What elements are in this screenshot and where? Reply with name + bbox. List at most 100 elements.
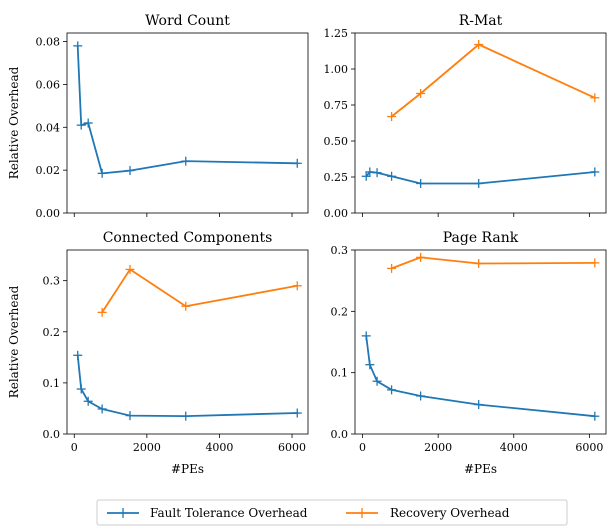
y-tick-label: 0.2: [43, 326, 61, 339]
subplot-page-rank: Page Rank 0.0 0.1 0.2 0.3 0 2000 4000 6000 #PEs: [331, 230, 607, 476]
series-recovery-overhead: [97, 264, 302, 317]
x-tick-label: 0: [71, 441, 78, 454]
series-line: [76, 45, 298, 175]
series-line: [76, 355, 298, 418]
x-tick-label: 2000: [424, 441, 452, 454]
data-point: [387, 385, 397, 395]
data-point: [474, 40, 484, 50]
subplot-r-mat: R-Mat 0.00 0.25 0.50 0.75 1.00 1.25: [324, 13, 607, 220]
y-tick-label: 0.50: [324, 135, 349, 148]
x-axis-label: #PEs: [464, 462, 497, 476]
y-tick-label: 0.3: [331, 244, 349, 257]
data-point: [181, 301, 191, 311]
axes-frame: [66, 249, 309, 435]
data-point: [590, 258, 600, 268]
series-line: [101, 268, 298, 313]
data-point: [416, 391, 426, 401]
legend: Fault Tolerance Overhead Recovery Overhe…: [96, 499, 568, 526]
y-tick-label: 0.06: [36, 78, 61, 91]
y-tick-label: 0.0: [331, 428, 349, 441]
data-point: [97, 168, 107, 178]
y-axis-label: Relative Overhead: [7, 285, 21, 398]
x-tick-label: 2000: [133, 441, 161, 454]
y-axis-label: Relative Overhead: [7, 66, 21, 179]
data-point: [83, 396, 93, 406]
series-fault-tolerance-overhead: [73, 350, 302, 421]
axes-frame: [354, 32, 607, 214]
series-recovery-overhead: [387, 252, 600, 273]
data-point: [97, 307, 107, 317]
series-fault-tolerance-overhead: [361, 167, 600, 188]
x-tick-label: 0: [359, 441, 366, 454]
legend-entry-fault-tolerance: Fault Tolerance Overhead: [107, 506, 308, 520]
data-point: [181, 411, 191, 421]
data-point: [416, 88, 426, 98]
series-line: [391, 256, 595, 270]
data-point: [73, 41, 83, 51]
data-point: [125, 166, 135, 176]
y-tick-label: 0.1: [43, 377, 61, 390]
y-tick-label: 0.3: [43, 275, 61, 288]
data-point: [361, 331, 371, 341]
axes-frame: [66, 32, 309, 214]
data-point: [76, 120, 86, 130]
legend-frame: [96, 499, 568, 526]
y-tick-label: 0.00: [324, 207, 349, 220]
legend-label-fault-tolerance: Fault Tolerance Overhead: [150, 506, 308, 520]
data-point: [97, 404, 107, 414]
y-tick-label: 0.2: [331, 305, 349, 318]
y-tick-label: 0.75: [324, 99, 349, 112]
series-line: [365, 171, 595, 185]
axes-frame: [354, 249, 607, 435]
series-fault-tolerance-overhead: [73, 41, 302, 178]
y-tick-label: 1.25: [324, 27, 349, 40]
data-point: [292, 281, 302, 291]
legend-entry-recovery: Recovery Overhead: [346, 506, 510, 520]
data-point: [474, 400, 484, 410]
data-point: [372, 376, 382, 386]
y-tick-label: 0.1: [331, 367, 349, 380]
data-point: [73, 350, 83, 360]
data-point: [181, 156, 191, 166]
data-point: [292, 408, 302, 418]
data-point: [474, 178, 484, 188]
subplot-connected-components: Connected Components 0.0 0.1 0.2 0.3 0 2000 400…: [7, 230, 309, 476]
data-point: [590, 167, 600, 177]
series-recovery-overhead: [387, 40, 600, 122]
subplot-title: Word Count: [145, 13, 230, 29]
y-tick-label: 0.08: [36, 36, 61, 49]
series-line: [391, 43, 596, 118]
x-tick-label: 6000: [575, 441, 603, 454]
data-point: [416, 178, 426, 188]
subplot-title: Connected Components: [103, 230, 273, 246]
data-point: [387, 171, 397, 181]
y-tick-label: 0.00: [36, 207, 61, 220]
data-point: [590, 93, 600, 103]
data-point: [590, 411, 600, 421]
x-axis-label: #PEs: [171, 462, 204, 476]
data-point: [416, 252, 426, 262]
x-tick-label: 6000: [278, 441, 306, 454]
data-point: [76, 384, 86, 394]
legend-label-recovery: Recovery Overhead: [390, 506, 510, 520]
data-point: [125, 411, 135, 421]
data-point: [365, 167, 375, 177]
x-tick-label: 4000: [500, 441, 528, 454]
y-tick-label: 1.00: [324, 63, 349, 76]
subplot-title: Page Rank: [443, 230, 519, 246]
x-tick-label: 4000: [205, 441, 233, 454]
data-point: [387, 263, 397, 273]
data-point: [125, 264, 135, 274]
subplot-word-count: Word Count 0.00 0.02 0.04 0.06 0.08 Relative O…: [7, 13, 309, 220]
y-tick-label: 0.0: [43, 428, 61, 441]
series-fault-tolerance-overhead: [361, 331, 600, 421]
data-point: [83, 118, 93, 128]
y-tick-label: 0.04: [36, 121, 61, 134]
data-point: [474, 258, 484, 268]
data-point: [365, 360, 375, 370]
data-point: [292, 158, 302, 168]
subplot-title: R-Mat: [459, 13, 503, 29]
